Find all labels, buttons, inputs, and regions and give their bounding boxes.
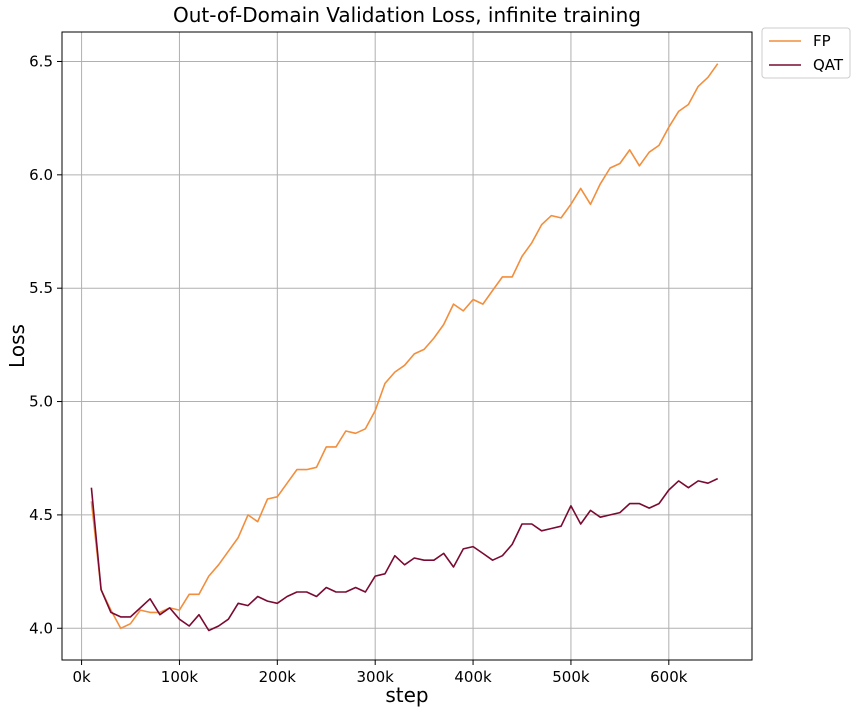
y-tick-label: 6.0 bbox=[29, 166, 53, 184]
series-lines bbox=[90, 63, 719, 632]
x-tick-label: 100k bbox=[161, 668, 199, 686]
y-axis-label: Loss bbox=[5, 324, 29, 368]
y-tick-label: 6.5 bbox=[29, 52, 53, 70]
series-line-qat bbox=[90, 477, 719, 632]
y-tick-label: 5.0 bbox=[29, 393, 53, 411]
legend: FP QAT bbox=[761, 27, 851, 79]
grid bbox=[62, 32, 752, 660]
x-axis: 0k 100k 200k 300k 400k 500k 600k bbox=[72, 660, 688, 686]
plot-frame bbox=[61, 31, 753, 661]
x-tick-label: 0k bbox=[72, 668, 91, 686]
legend-label-qat: QAT bbox=[813, 56, 844, 74]
y-axis: 4.0 4.5 5.0 5.5 6.0 6.5 bbox=[29, 52, 62, 637]
y-tick-label: 4.5 bbox=[29, 506, 53, 524]
y-tick-label: 4.0 bbox=[29, 619, 53, 637]
x-tick-label: 400k bbox=[454, 668, 492, 686]
x-tick-label: 200k bbox=[259, 668, 297, 686]
x-axis-label: step bbox=[385, 683, 428, 707]
x-tick-label: 300k bbox=[357, 668, 395, 686]
x-tick-label: 500k bbox=[552, 668, 590, 686]
chart-title: Out-of-Domain Validation Loss, infinite … bbox=[173, 3, 641, 27]
x-tick-label: 600k bbox=[650, 668, 688, 686]
y-tick-label: 5.5 bbox=[29, 279, 53, 297]
legend-label-fp: FP bbox=[813, 32, 831, 50]
series-line-fp bbox=[90, 63, 719, 630]
